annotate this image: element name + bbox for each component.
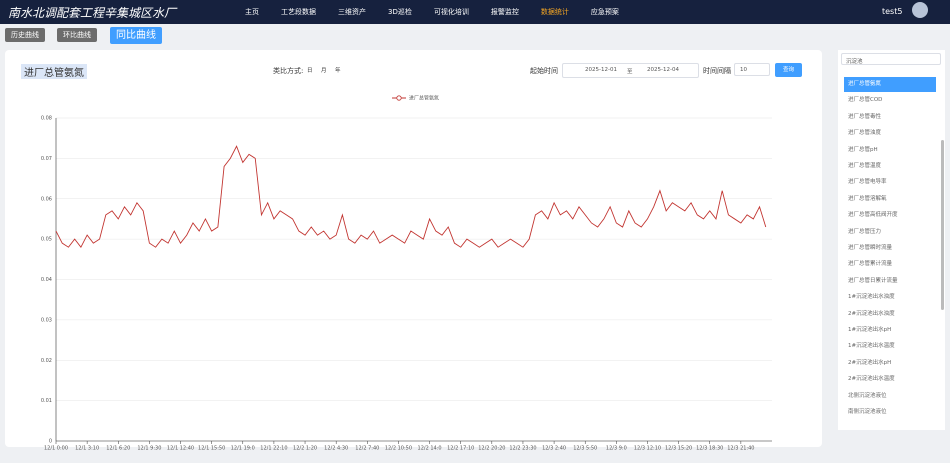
interval-label: 时间间隔 xyxy=(703,67,731,75)
chart-title: 进厂总管氨氮 xyxy=(21,64,87,79)
y-tick-label: 0.04 xyxy=(41,277,52,283)
x-tick-label: 12/2 4:30 xyxy=(324,446,348,452)
x-tick-label: 12/3 5:50 xyxy=(573,446,597,452)
sidebar-item[interactable]: 进厂总管累计流量 xyxy=(848,261,893,268)
x-tick-label: 12/2 17:10 xyxy=(447,446,474,452)
query-button[interactable]: 查询 xyxy=(775,63,802,77)
x-tick-label: 12/3 15:20 xyxy=(665,446,692,452)
end-date: 2025-12-04 xyxy=(647,67,679,73)
x-tick-label: 12/1 6:20 xyxy=(106,446,130,452)
x-tick-label: 12/2 14:0 xyxy=(418,446,442,452)
sidebar-item[interactable]: 1#沉淀池出水pH xyxy=(848,327,892,333)
nav-item[interactable]: 数据统计 xyxy=(540,8,569,16)
to: 至 xyxy=(627,69,633,75)
y-tick-label: 0.03 xyxy=(41,317,52,323)
y-tick-label: 0.07 xyxy=(41,156,52,162)
interval[interactable]: 10 xyxy=(734,63,770,76)
compare-option[interactable]: 月 xyxy=(321,68,327,74)
sidebar-item[interactable]: 1#沉淀池出水浊度 xyxy=(848,294,895,301)
x-tick-label: 12/1 0:00 xyxy=(44,446,68,452)
tab[interactable]: 环比曲线 xyxy=(57,28,97,42)
x-tick-label: 12/1 3:10 xyxy=(75,446,99,452)
x-tick-label: 12/2 7:40 xyxy=(355,446,379,452)
nav-item[interactable]: 报警监控 xyxy=(490,8,519,16)
nav: 主页 工艺段数据 三维资产 3D巡检 可视化培训 报警监控 数据统计 应急预案 xyxy=(245,7,619,17)
x-tick-label: 12/1 9:30 xyxy=(137,446,161,452)
sidebar-item[interactable]: 进厂总管高低阀开度 xyxy=(848,212,898,219)
sidebar-item[interactable]: 进厂总管压力 xyxy=(848,228,882,235)
sidebar-item[interactable]: 进厂总管电导率 xyxy=(848,179,887,186)
y-tick-label: 0 xyxy=(49,439,52,445)
date-range[interactable]: 2025-12-01 至 2025-12-04 xyxy=(562,63,699,78)
sidebar-item[interactable]: 进厂总管浊度 xyxy=(848,130,882,137)
x-tick-label: 12/1 12:40 xyxy=(167,446,194,452)
x-tick-label: 12/1 22:10 xyxy=(260,446,287,452)
sidebar-item[interactable]: 进厂总管毒性 xyxy=(848,113,882,120)
legend-label: 进厂总管氨氮 xyxy=(409,95,439,102)
tab[interactable]: 历史曲线 xyxy=(5,28,45,42)
x-tick-label: 12/1 19:0 xyxy=(231,446,255,452)
x-tick-label: 12/2 23:30 xyxy=(509,446,536,452)
x-tick-label: 12/3 12:10 xyxy=(634,446,661,452)
nav-item[interactable]: 工艺段数据 xyxy=(281,8,316,16)
sidebar-item[interactable]: 进厂总管氨氮 xyxy=(844,77,936,92)
legend-marker xyxy=(396,95,402,101)
user-name[interactable]: test5 xyxy=(882,7,903,16)
sidebar-item[interactable]: 进厂总管瞬时流量 xyxy=(848,245,893,251)
sidebar-item[interactable]: 北侧沉淀池液位 xyxy=(848,392,887,399)
y-tick-label: 0.08 xyxy=(41,116,52,122)
compare-option[interactable]: 日 xyxy=(307,68,313,74)
compare-option[interactable]: 年 xyxy=(335,68,341,74)
sidebar-item[interactable]: 进厂总管COD xyxy=(848,97,883,104)
nav-item[interactable]: 可视化培训 xyxy=(433,8,469,16)
x-tick-label: 12/3 9:0 xyxy=(606,446,627,452)
compare-label: 类比方式: xyxy=(273,67,304,75)
sidebar: 沉淀池 进厂总管氨氮进厂总管COD 进厂总管毒性 进厂总管浊度 进厂总管pH 进厂总管温… xyxy=(838,50,945,430)
x-tick-label: 12/3 21:40 xyxy=(727,446,754,452)
select[interactable]: 沉淀池 xyxy=(841,53,941,65)
x-tick-label: 12/2 1:20 xyxy=(293,446,317,452)
sidebar-item[interactable]: 1#沉淀池出水温度 xyxy=(848,343,895,350)
start-date: 2025-12-01 xyxy=(585,67,617,73)
x-tick-label: 12/1 15:50 xyxy=(198,446,225,452)
app-title: 南水北调配套工程辛集城区水厂 xyxy=(8,6,177,20)
avatar[interactable] xyxy=(912,2,928,18)
y-tick-label: 0.05 xyxy=(41,237,52,243)
y-tick-label: 0.06 xyxy=(41,196,52,202)
nav-item[interactable]: 3D巡检 xyxy=(388,8,412,16)
sidebar-item[interactable]: 2#沉淀池出水温度 xyxy=(848,376,895,383)
tab[interactable]: 同比曲线 xyxy=(110,27,162,44)
scrollbar[interactable] xyxy=(941,140,944,310)
x-tick-label: 12/2 20:20 xyxy=(478,446,505,452)
chart-card: 进厂总管氨氮 类比方式: 日 月 年 起始时间 2025-12-01 至 202… xyxy=(5,50,822,447)
nav-item[interactable]: 主页 xyxy=(245,8,259,16)
start-label: 起始时间 xyxy=(530,67,558,75)
x-tick-label: 12/3 18:30 xyxy=(696,446,723,452)
sidebar-item[interactable]: 2#沉淀池出水浊度 xyxy=(848,310,895,317)
sidebar-item[interactable]: 2#沉淀池出水pH xyxy=(848,359,892,366)
x-tick-label: 12/2 10:50 xyxy=(385,446,412,452)
sidebar-item[interactable]: 进厂总管日累计流量 xyxy=(848,277,898,284)
nav-item[interactable]: 应急预案 xyxy=(590,8,619,16)
data-line xyxy=(55,145,767,249)
x-tick-label: 12/3 2:40 xyxy=(542,446,566,452)
sidebar-item[interactable]: 进厂总管温度 xyxy=(848,163,882,169)
y-tick-label: 0.01 xyxy=(41,398,52,404)
nav-item[interactable]: 三维资产 xyxy=(338,8,366,16)
y-tick-label: 0.02 xyxy=(41,358,52,364)
sidebar-item[interactable]: 进厂总管溶解氧 xyxy=(848,195,887,202)
sidebar-item[interactable]: 南侧沉淀池液位 xyxy=(848,409,887,415)
top-bar: 南水北调配套工程辛集城区水厂 主页 工艺段数据 三维资产 3D巡检 可视化培训 报警监控 数… xyxy=(0,0,950,24)
sidebar-item[interactable]: 进厂总管pH xyxy=(848,146,878,153)
